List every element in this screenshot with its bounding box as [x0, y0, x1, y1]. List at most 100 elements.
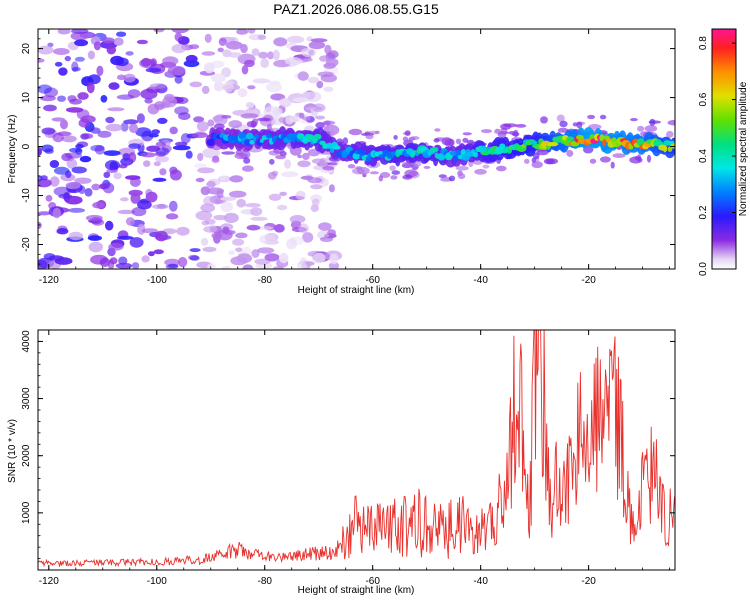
noise-blob — [259, 234, 276, 245]
colorbar: 0.0 0.2 0.4 0.6 0.8 Normalized spectral ampl… — [698, 28, 749, 276]
haze-blob — [228, 120, 242, 129]
noise-blob — [177, 257, 188, 268]
haze-blob — [482, 164, 490, 169]
noise-blob — [57, 95, 66, 102]
haze-blob — [390, 175, 398, 180]
track-cell-core — [231, 135, 239, 140]
noise-blob — [327, 50, 339, 59]
noise-blob — [113, 37, 124, 46]
haze-blob — [646, 154, 652, 163]
noise-blob — [250, 216, 268, 221]
noise-blob — [235, 247, 243, 253]
haze-blob — [221, 115, 232, 119]
noise-blob — [220, 196, 237, 201]
noise-blob — [145, 67, 162, 73]
noise-blob — [237, 88, 248, 98]
noise-blob — [284, 57, 303, 66]
haze-blob — [315, 122, 325, 129]
colorbar-tick-label: 0.6 — [698, 92, 709, 106]
haze-blob — [474, 168, 487, 175]
track-cell-core — [266, 133, 272, 139]
noise-blob — [319, 55, 329, 62]
noise-blob — [38, 84, 52, 94]
noise-blob — [176, 226, 190, 236]
noise-blob — [66, 158, 78, 169]
noise-blob — [246, 224, 261, 231]
noise-blob — [88, 241, 104, 253]
haze-blob — [496, 165, 507, 172]
haze-blob — [455, 166, 469, 171]
noise-blob — [99, 183, 108, 190]
noise-blob — [241, 65, 249, 75]
haze-blob — [234, 152, 248, 160]
noise-blob — [301, 57, 313, 62]
noise-blob — [221, 82, 234, 93]
noise-blob — [87, 50, 95, 60]
noise-blob — [232, 238, 245, 246]
noise-blob — [279, 97, 292, 108]
noise-blob — [292, 97, 310, 103]
noise-blob — [206, 187, 225, 195]
noise-blob — [123, 73, 136, 83]
noise-blob — [52, 207, 61, 219]
noise-blob — [188, 44, 200, 50]
noise-blob — [113, 172, 122, 180]
noise-blob — [96, 65, 104, 77]
noise-blob — [257, 247, 275, 254]
noise-blob — [130, 177, 141, 187]
haze-blob — [438, 174, 447, 179]
haze-blob — [211, 157, 220, 164]
noise-blob — [52, 132, 64, 143]
haze-blob — [457, 173, 466, 180]
haze-blob — [404, 130, 411, 137]
noise-blob — [84, 188, 93, 197]
haze-blob — [322, 120, 336, 126]
haze-blob — [410, 136, 420, 140]
track-cell-core — [254, 134, 259, 139]
haze-blob — [327, 162, 338, 166]
noise-blob — [117, 209, 136, 215]
noise-blob — [71, 67, 81, 72]
haze-blob — [589, 158, 597, 164]
noise-blob — [137, 200, 152, 210]
noise-blob — [274, 224, 285, 233]
noise-blob — [51, 117, 66, 122]
noise-blob — [153, 249, 164, 255]
haze-blob — [480, 129, 493, 134]
noise-blob — [136, 39, 148, 45]
y-tick-label: 20 — [21, 43, 32, 55]
colorbar-gradient — [711, 28, 737, 270]
noise-blob — [103, 150, 121, 157]
noise-blob — [159, 168, 167, 176]
track-cell-core — [548, 141, 559, 147]
colorbar-tick-label: 0.2 — [698, 205, 709, 219]
noise-blob — [68, 207, 85, 213]
noise-blob — [197, 152, 204, 162]
noise-blob — [143, 160, 151, 168]
haze-blob — [221, 151, 236, 155]
noise-blob — [323, 62, 336, 69]
haze-blob — [515, 124, 527, 128]
colorbar-tick-label: 0.8 — [698, 36, 709, 50]
noise-blob — [151, 129, 160, 135]
noise-blob — [257, 34, 267, 40]
noise-blob — [300, 175, 314, 180]
haze-blob — [649, 118, 656, 126]
haze-blob — [557, 127, 569, 133]
haze-blob — [414, 160, 422, 167]
spectrogram-y-ticks: -20 -10 0 10 20 — [21, 28, 675, 265]
noise-blob — [271, 170, 279, 176]
noise-blob — [200, 237, 209, 246]
noise-blob — [207, 263, 216, 269]
noise-blob — [217, 229, 233, 241]
noise-blob — [242, 165, 254, 172]
noise-blob — [257, 226, 273, 231]
noise-blob — [152, 177, 167, 182]
track-cell-core — [313, 133, 322, 140]
noise-blob — [129, 123, 138, 134]
x-tick-label: -100 — [147, 275, 167, 286]
haze-blob — [666, 130, 674, 138]
haze-blob — [316, 162, 328, 166]
haze-blob — [402, 136, 409, 142]
snr-x-ticks: -120 -100 -80 -60 -40 -20 — [39, 330, 671, 587]
